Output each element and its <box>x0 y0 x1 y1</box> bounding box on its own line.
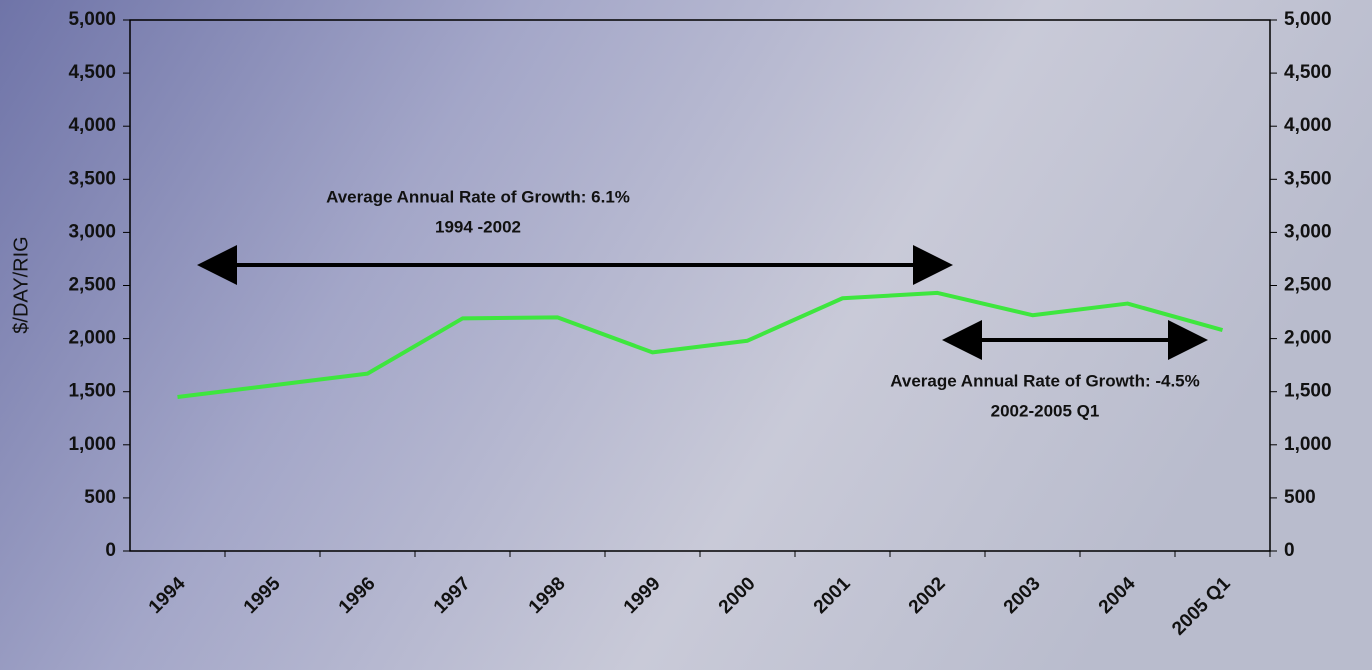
y-tick-label: 0 <box>105 540 116 561</box>
y-tick-label: 5,000 <box>68 9 116 30</box>
y-axis-label: $/DAY/RIG <box>10 236 32 333</box>
y-tick-label: 3,000 <box>68 221 116 242</box>
y2-tick-label: 5,000 <box>1284 9 1332 30</box>
y2-tick-label: 1,000 <box>1284 434 1332 455</box>
y2-tick-label: 2,000 <box>1284 328 1332 349</box>
y2-tick-label: 4,500 <box>1284 62 1332 83</box>
y-tick-label: 4,000 <box>68 115 116 136</box>
y-tick-label: 2,000 <box>68 328 116 349</box>
annotation: Average Annual Rate of Growth: -4.5% <box>890 371 1200 390</box>
y-tick-label: 2,500 <box>68 275 116 296</box>
y-tick-label: 1,500 <box>68 381 116 402</box>
annotation: Average Annual Rate of Growth: 6.1% <box>326 187 630 206</box>
y2-tick-label: 4,000 <box>1284 115 1332 136</box>
y-tick-label: 3,500 <box>68 168 116 189</box>
annotation: 2002-2005 Q1 <box>991 401 1100 420</box>
line-series <box>177 290 1224 399</box>
y-tick-label: 500 <box>84 487 116 508</box>
y-tick-label: 1,000 <box>68 434 116 455</box>
y2-tick-label: 3,000 <box>1284 221 1332 242</box>
y2-tick-label: 2,500 <box>1284 275 1332 296</box>
y2-tick-label: 500 <box>1284 487 1316 508</box>
y2-tick-label: 1,500 <box>1284 381 1332 402</box>
annotation: 1994 -2002 <box>435 217 521 236</box>
y2-tick-label: 3,500 <box>1284 168 1332 189</box>
y2-tick-label: 0 <box>1284 540 1295 561</box>
y-tick-label: 4,500 <box>68 62 116 83</box>
